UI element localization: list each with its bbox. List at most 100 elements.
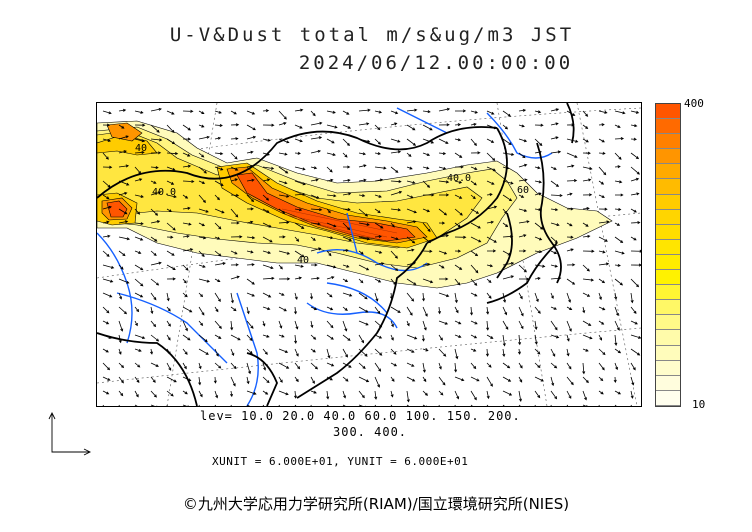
wind-vector-field: [102, 107, 641, 406]
wind-arrow: [134, 250, 142, 254]
wind-arrow: [294, 250, 305, 258]
contour-label: 40.0: [152, 187, 176, 198]
wind-arrow: [614, 404, 617, 406]
wind-arrow: [534, 292, 539, 303]
wind-arrow: [390, 250, 398, 259]
wind-arrow: [182, 320, 188, 332]
wind-arrow: [374, 166, 387, 170]
wind-arrow: [598, 250, 606, 254]
wind-arrow: [566, 235, 574, 239]
wind-arrow: [518, 138, 528, 143]
wind-arrow: [246, 390, 257, 395]
wind-arrow: [358, 278, 364, 284]
wind-arrow: [214, 180, 224, 187]
wind-arrow: [438, 292, 450, 298]
wind-arrow: [390, 334, 394, 341]
wind-arrow: [150, 404, 158, 406]
wind-arrow: [502, 320, 509, 330]
wind-arrow: [550, 306, 557, 310]
wind-arrow: [182, 292, 188, 298]
wind-arrow: [486, 390, 490, 400]
wind-arrow: [246, 110, 256, 115]
wind-arrow: [262, 123, 275, 127]
wind-arrow: [230, 263, 239, 267]
wind-arrow: [134, 236, 144, 241]
wind-arrow: [229, 390, 234, 398]
wind-arrow: [214, 208, 225, 214]
wind-arrow: [246, 263, 255, 267]
wind-arrow: [326, 110, 336, 114]
wind-arrow: [262, 334, 270, 338]
wind-arrow: [438, 264, 445, 269]
wind-arrow: [438, 208, 448, 216]
wind-arrow: [566, 263, 576, 267]
wind-arrow: [262, 276, 275, 280]
wind-arrow: [486, 138, 495, 143]
wind-arrow: [134, 278, 144, 287]
wind-arrow: [230, 137, 239, 141]
wind-arrow: [278, 250, 291, 255]
wind-arrow: [342, 292, 353, 297]
wind-arrow: [118, 320, 124, 332]
wind-arrow: [102, 152, 109, 160]
wind-arrow: [550, 334, 560, 339]
wind-arrow: [534, 236, 543, 241]
wind-arrow: [246, 236, 256, 240]
wind-arrow: [422, 348, 429, 352]
wind-arrow: [214, 123, 223, 127]
wind-arrow: [630, 124, 638, 128]
wind-arrow: [470, 334, 478, 339]
wind-arrow: [294, 180, 306, 186]
wind-arrow: [614, 137, 625, 141]
wind-arrow: [406, 236, 416, 244]
wind-arrow: [342, 110, 350, 115]
wind-arrow: [326, 222, 337, 228]
wind-arrow: [214, 334, 222, 339]
wind-arrow: [374, 404, 377, 406]
wind-arrow: [150, 138, 163, 142]
wind-arrow: [534, 180, 543, 184]
wind-arrow: [582, 334, 593, 340]
wind-arrow: [358, 208, 369, 217]
wind-arrow: [518, 292, 523, 300]
wind-arrow: [198, 135, 210, 140]
wind-arrow: [374, 376, 380, 388]
wind-arrow: [438, 151, 447, 156]
wind-arrow: [310, 247, 322, 252]
wind-arrow: [406, 194, 414, 199]
wind-arrow: [390, 306, 401, 313]
wind-arrow: [582, 376, 589, 384]
wind-arrow: [214, 362, 222, 369]
wind-arrow: [517, 348, 521, 355]
wind-arrow: [582, 278, 595, 282]
wind-arrow: [134, 390, 139, 398]
wind-arrow: [422, 193, 435, 197]
wind-arrow: [166, 194, 177, 199]
wind-arrow: [614, 110, 626, 115]
wind-arrow: [230, 110, 237, 115]
wind-arrow: [630, 236, 637, 241]
wind-arrow: [454, 152, 463, 158]
wind-arrow: [134, 110, 144, 114]
wind-arrow: [134, 178, 143, 182]
wind-arrow: [198, 362, 202, 370]
wind-arrow: [102, 165, 113, 169]
wind-arrow: [438, 193, 450, 197]
wind-arrow: [310, 348, 316, 353]
colorbar-segment: [656, 194, 680, 210]
wind-arrow: [534, 110, 542, 114]
wind-arrow: [422, 376, 427, 383]
wind-arrow: [293, 390, 298, 399]
wind-arrow: [470, 180, 477, 186]
wind-arrow: [231, 221, 240, 225]
wind-arrow: [214, 110, 222, 114]
wind-arrow: [502, 208, 508, 215]
wind-arrow: [502, 166, 510, 170]
wind-arrow: [630, 376, 635, 386]
wind-arrow: [326, 208, 331, 214]
wind-arrow: [470, 138, 477, 147]
wind-arrow: [534, 264, 546, 268]
wind-arrow: [598, 278, 606, 284]
wind-arrow: [118, 264, 124, 270]
wind-arrow: [534, 320, 538, 331]
